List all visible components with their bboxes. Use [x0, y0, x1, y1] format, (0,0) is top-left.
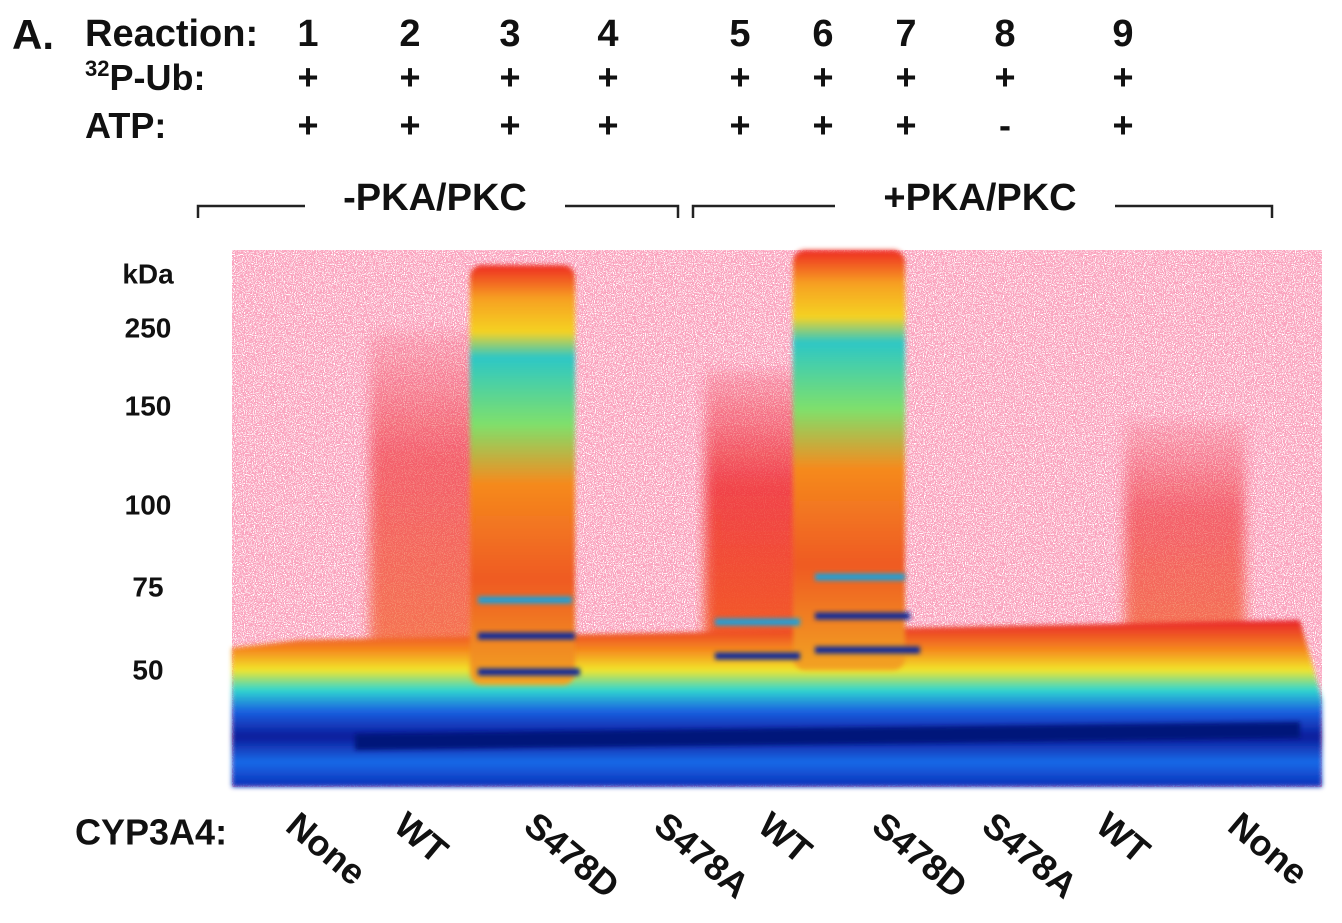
lane-label: S478A [647, 804, 758, 906]
row-value: + [499, 57, 520, 98]
gel-bands [354, 573, 1301, 750]
lane-label: S478A [975, 804, 1086, 906]
mw-marker: 50 [132, 654, 163, 685]
row-value: + [597, 57, 618, 98]
row-label-text: P-Ub: [109, 57, 205, 98]
bracket [196, 204, 305, 218]
lane-label: WT [751, 804, 820, 871]
mw-marker: 75 [132, 571, 163, 602]
group-brackets [196, 204, 1274, 218]
row-label-text: ATP: [85, 105, 166, 146]
row-value: 9 [1112, 13, 1133, 55]
row-value: 5 [729, 13, 750, 55]
lane-axis-label: CYP3A4: [75, 812, 227, 853]
row-value: 7 [895, 13, 916, 55]
row-label: ATP: [85, 105, 166, 146]
row-value: + [895, 57, 916, 98]
row-value: + [1112, 57, 1133, 98]
bracket [691, 204, 835, 218]
lane-label: S478D [517, 804, 628, 906]
row-value: + [499, 105, 520, 146]
row-value: + [297, 57, 318, 98]
row-value: 6 [812, 13, 833, 55]
row-value: 4 [597, 13, 618, 55]
row-label-superscript: 32 [85, 56, 109, 81]
row-value: + [1112, 105, 1133, 146]
mw-marker: 250 [125, 312, 172, 343]
mw-marker: 100 [125, 489, 172, 520]
lane-smear [1125, 420, 1245, 650]
row-label: 32P-Ub: [85, 56, 205, 98]
row-value: + [895, 105, 916, 146]
group-label: -PKA/PKC [343, 177, 527, 219]
row-value: + [399, 57, 420, 98]
bracket [1115, 204, 1274, 218]
lane-label: None [1221, 804, 1316, 893]
gel [232, 250, 1322, 787]
row-value: + [812, 57, 833, 98]
row-value: + [597, 105, 618, 146]
panel-label: A. [12, 11, 54, 58]
row-value: + [812, 105, 833, 146]
row-value: + [729, 57, 750, 98]
lane-smear-strong [470, 265, 575, 685]
row-value: + [994, 57, 1015, 98]
lane-label: WT [387, 804, 456, 871]
row-value: 3 [499, 13, 520, 55]
row-value: + [297, 105, 318, 146]
lane-smear [370, 330, 480, 650]
lane-smear [705, 370, 805, 660]
row-label-text: Reaction: [85, 13, 258, 55]
row-value: + [729, 105, 750, 146]
bracket [565, 204, 680, 218]
lane-label: WT [1089, 804, 1158, 871]
lane-smear-strong [793, 250, 905, 670]
row-value: 1 [297, 13, 318, 55]
row-label: Reaction: [85, 13, 258, 55]
row-value: - [999, 105, 1011, 146]
mw-marker: 150 [125, 390, 172, 421]
row-value: 2 [399, 13, 420, 55]
group-label: +PKA/PKC [883, 177, 1076, 219]
band [354, 722, 1301, 750]
lane-label: None [279, 804, 374, 893]
lane-label: S478D [865, 804, 976, 906]
gel-low-mw-region [232, 620, 1322, 787]
mw-unit: kDa [122, 258, 174, 289]
row-value: + [399, 105, 420, 146]
row-value: 8 [994, 13, 1015, 55]
